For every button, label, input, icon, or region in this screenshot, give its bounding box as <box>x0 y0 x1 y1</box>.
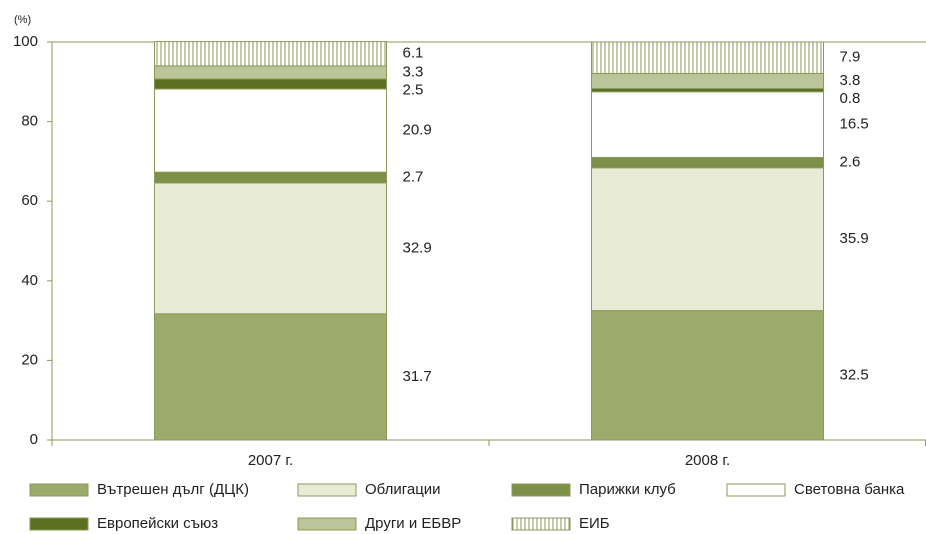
x-tick-label: 2008 г. <box>685 452 730 469</box>
data-label: 3.8 <box>840 72 861 89</box>
legend-label: ЕИБ <box>579 515 610 532</box>
bar-segment <box>591 156 824 169</box>
data-label: 32.5 <box>840 366 869 383</box>
y-tick-label: 0 <box>30 431 38 448</box>
bar-segment <box>154 65 387 80</box>
y-tick-label: 100 <box>13 33 38 50</box>
data-label: 6.1 <box>403 45 424 62</box>
bar-segment <box>154 313 387 441</box>
legend-label: Парижки клуб <box>579 481 676 498</box>
bar-segment <box>154 88 387 173</box>
x-tick-label: 2007 г. <box>248 452 293 469</box>
legend-swatch <box>29 517 89 531</box>
data-label: 0.8 <box>840 90 861 107</box>
bar-segment <box>154 171 387 184</box>
data-label: 2.5 <box>403 81 424 98</box>
y-tick-label: 20 <box>21 351 38 368</box>
legend-swatch <box>297 517 357 531</box>
legend-swatch <box>726 483 786 497</box>
y-tick-label: 60 <box>21 192 38 209</box>
bar-segment <box>591 310 824 441</box>
bar-segment <box>591 72 824 90</box>
legend-swatch <box>511 517 571 531</box>
legend-label: Световна банка <box>794 481 905 498</box>
bar-segment <box>591 167 824 312</box>
bar-segment <box>154 78 387 90</box>
legend-label: Европейски съюз <box>97 515 218 532</box>
y-tick-label: 40 <box>21 272 38 289</box>
y-axis-label: (%) <box>14 14 31 26</box>
data-label: 20.9 <box>403 122 432 139</box>
bar-segment <box>154 41 387 67</box>
legend-swatch <box>297 483 357 497</box>
data-label: 32.9 <box>403 239 432 256</box>
data-label: 31.7 <box>403 368 432 385</box>
y-tick-label: 80 <box>21 113 38 130</box>
legend-label: Вътрешен дълг (ДЦК) <box>97 481 249 498</box>
data-label: 2.7 <box>403 168 424 185</box>
bar-segment <box>154 182 387 315</box>
data-label: 7.9 <box>840 49 861 66</box>
legend-swatch <box>29 483 89 497</box>
legend-swatch <box>511 483 571 497</box>
bar-segment <box>591 41 824 74</box>
data-label: 16.5 <box>840 116 869 133</box>
data-label: 2.6 <box>840 154 861 171</box>
data-label: 3.3 <box>403 63 424 80</box>
legend-label: Други и ЕБВР <box>365 515 461 532</box>
data-label: 35.9 <box>840 230 869 247</box>
bar-segment <box>591 91 824 158</box>
legend-label: Облигации <box>365 481 441 498</box>
